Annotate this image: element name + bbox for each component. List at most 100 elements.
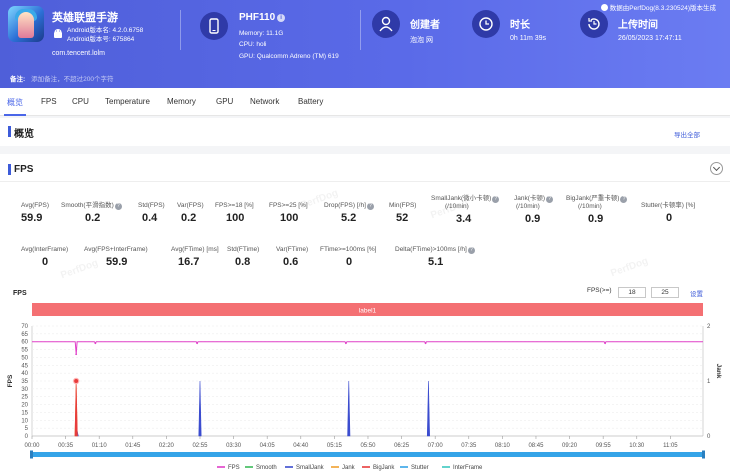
x-tick-label: 05:50 [360, 443, 376, 449]
metric-std-fps: Std(FPS) 0.4 [138, 202, 165, 224]
metric-smooth: Smooth(平滑指数)? 0.2 [61, 202, 122, 224]
help-icon[interactable]: ? [467, 247, 475, 254]
remark-input[interactable]: 添加备注，不超过200个字符 [31, 76, 114, 83]
x-tick-label: 03:30 [226, 443, 242, 449]
remark-label: 备注: [10, 76, 26, 83]
device-name: PHF110 [239, 12, 276, 23]
metric-avg-fps-interframe: Avg(FPS+InterFrame) 59.9 [84, 246, 148, 268]
y-tick-label: 35 [21, 379, 28, 385]
bigjank-marker [72, 377, 80, 385]
legend-label-smooth: Smooth [256, 465, 277, 471]
info-icon[interactable]: i [277, 14, 286, 22]
report-header: 英雄联盟手游 Android版本名: 4.2.0.6758 Android版本号… [0, 0, 730, 88]
header-divider [180, 10, 181, 50]
label-band [32, 303, 703, 316]
apple-icon [600, 4, 608, 11]
x-tick-label: 11:05 [663, 443, 678, 449]
history-icon [580, 10, 608, 38]
threshold-input-2[interactable]: 25 [651, 287, 679, 298]
metric-small-jank: SmallJank(微小卡顿)? (/10min) 3.4 [431, 195, 500, 225]
tab-bar: 概览 FPS CPU Temperature Memory GPU Networ… [0, 88, 730, 116]
x-tick-label: 07:00 [428, 443, 444, 449]
device-gpu: GPU: Qualcomm Adreno (TM) 619 [239, 53, 339, 60]
perfdog-version-note: 数据由PerfDog(8.3.230524)版本生成 [609, 5, 716, 12]
duration-label: 时长 [510, 20, 530, 31]
device-memory: Memory: 11.1G [239, 30, 284, 37]
tab-fps[interactable]: FPS [41, 97, 57, 106]
fps-dip-point [196, 342, 199, 345]
x-tick-label: 09:55 [596, 443, 612, 449]
metric-delta-ftime: Delta(FTime)>100ms [/h]? 5.1 [395, 246, 475, 268]
upload-info: 上传时间 26/05/2023 17:47:11 [580, 10, 720, 50]
legend-label-smalljank: SmallJank [296, 465, 325, 471]
settings-link[interactable]: 设置 [690, 291, 703, 298]
help-icon[interactable]: ? [114, 203, 122, 210]
tab-overview[interactable]: 概览 [7, 98, 23, 107]
y-tick-label: 5 [25, 426, 29, 432]
x-tick-label: 09:20 [562, 443, 578, 449]
tab-network[interactable]: Network [250, 97, 280, 106]
app-name: 英雄联盟手游 [52, 12, 118, 24]
jank-spike-smalljank [347, 380, 351, 437]
metric-var-ftime: Var(FTime) 0.6 [276, 246, 309, 268]
y-tick-label: 20 [21, 403, 28, 409]
tab-cpu[interactable]: CPU [72, 97, 89, 106]
app-info: 英雄联盟手游 Android版本名: 4.2.0.6758 Android版本号… [8, 6, 178, 62]
x-tick-label: 02:55 [192, 443, 208, 449]
overview-title: 概览 [14, 129, 34, 140]
x-tick-label: 01:10 [92, 443, 108, 449]
export-all-link[interactable]: 导出全部 [674, 132, 700, 139]
x-tick-label: 02:20 [159, 443, 175, 449]
x-tick-label: 08:45 [528, 443, 544, 449]
chart-title: FPS [13, 290, 27, 297]
metric-ftime-ge-100: FTime>=100ms [%] 0 [320, 246, 377, 268]
app-logo [8, 6, 44, 42]
x-tick-label: 08:10 [495, 443, 511, 449]
y-tick-label: 45 [21, 363, 28, 369]
metric-min-fps: Min(FPS) 52 [389, 202, 417, 224]
help-icon[interactable]: ? [492, 196, 500, 203]
app-package: com.tencent.lolm [52, 50, 105, 57]
y-tick-label: 25 [21, 395, 28, 401]
section-accent [8, 126, 11, 137]
divider [0, 181, 730, 182]
metric-jank: Jank(卡顿)? (/10min) 0.9 [514, 195, 554, 225]
metric-big-jank: BigJank(严重卡顿)? (/10min) 0.9 [566, 195, 628, 225]
metric-std-ftime: Std(FTime) 0.8 [227, 246, 260, 268]
y2-tick-label: 1 [707, 379, 711, 385]
x-tick-label: 00:35 [58, 443, 74, 449]
section-accent [8, 164, 11, 175]
overview-card: 概览 导出全部 [0, 118, 730, 146]
creator-value: 泡泡 网 [410, 37, 433, 44]
device-info: PHF110 i Memory: 11.1G CPU: holi GPU: Qua… [200, 10, 360, 64]
jank-spike-smalljank [426, 380, 430, 437]
y-tick-label: 30 [21, 387, 28, 393]
legend-label-stutter: Stutter [411, 465, 429, 471]
x-tick-label: 06:25 [394, 443, 410, 449]
help-icon[interactable]: ? [620, 196, 628, 203]
threshold-input-1[interactable]: 18 [618, 287, 646, 298]
perfdog-watermark: PerfDog [609, 255, 650, 280]
tab-battery[interactable]: Battery [298, 97, 324, 106]
help-icon[interactable]: ? [366, 203, 374, 210]
fps-dip-point [94, 342, 97, 345]
metric-avg-fps: Avg(FPS) 59.9 [21, 202, 50, 224]
y-tick-label: 40 [21, 371, 28, 377]
y2-axis-label: Jank [715, 364, 722, 379]
help-icon[interactable]: ? [546, 196, 554, 203]
collapse-chevron-icon[interactable] [710, 162, 723, 175]
metric-drop-fps: Drop(FPS) [/h]? 5.2 [324, 202, 374, 224]
fps-dip-point [424, 342, 427, 345]
legend-label-fps: FPS [228, 465, 240, 471]
x-tick-label: 01:45 [125, 443, 141, 449]
tab-gpu[interactable]: GPU [216, 97, 234, 106]
range-slider-track [32, 452, 703, 457]
tab-memory[interactable]: Memory [167, 97, 196, 106]
tab-temperature[interactable]: Temperature [105, 97, 150, 106]
fps-section-title: FPS [14, 164, 34, 175]
metric-avg-ftime: Avg(FTime) [ms] 16.7 [171, 246, 219, 268]
metric-var-fps: Var(FPS) 0.2 [177, 202, 204, 224]
fps-line [32, 341, 703, 355]
device-cpu: CPU: holi [239, 41, 267, 48]
